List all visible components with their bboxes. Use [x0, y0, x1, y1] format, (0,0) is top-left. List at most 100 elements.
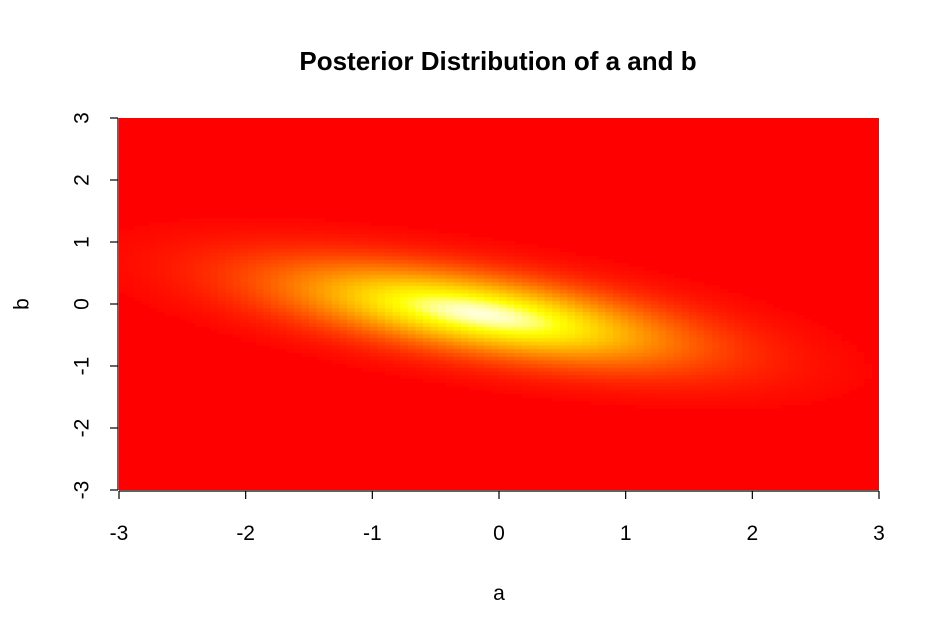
- heatmap-cell: [179, 270, 188, 275]
- heatmap-cell: [787, 318, 796, 324]
- heatmap-cell: [803, 370, 812, 376]
- heatmap-cell: [559, 378, 568, 383]
- heatmap-cell: [575, 326, 584, 331]
- heatmap-cell: [126, 277, 135, 283]
- heatmap-cell: [362, 285, 371, 290]
- heatmap-cell: [643, 404, 652, 409]
- heatmap-cell: [818, 352, 827, 357]
- heatmap-cell: [248, 281, 257, 286]
- heatmap-cell: [742, 367, 751, 372]
- heatmap-cell: [666, 404, 675, 409]
- heatmap-cell: [293, 300, 302, 305]
- heatmap-cell: [719, 311, 728, 316]
- heatmap-cell: [309, 307, 318, 313]
- heatmap-cell: [483, 374, 492, 379]
- heatmap-cell: [293, 304, 302, 309]
- heatmap-cell: [567, 300, 576, 305]
- heatmap-cell: [468, 385, 477, 391]
- heatmap-cell: [719, 393, 728, 398]
- heatmap-cell: [392, 322, 401, 327]
- heatmap-cell: [369, 240, 378, 246]
- heatmap-cell: [278, 222, 287, 227]
- heatmap-cell: [559, 348, 568, 353]
- heatmap-cell: [392, 281, 401, 286]
- heatmap-cell: [719, 378, 728, 383]
- heatmap-cell: [582, 292, 591, 298]
- heatmap-cell: [483, 274, 492, 279]
- heatmap-cell: [734, 292, 743, 298]
- heatmap-cell: [635, 348, 644, 353]
- heatmap-cell: [727, 393, 736, 398]
- heatmap-cell: [506, 277, 515, 283]
- heatmap-cell: [514, 304, 523, 309]
- heatmap-cell: [597, 270, 606, 275]
- heatmap-cell: [529, 259, 538, 264]
- heatmap-cell: [324, 255, 333, 260]
- heatmap-cell: [552, 318, 561, 324]
- heatmap-cell: [521, 266, 530, 272]
- heatmap-cell: [696, 400, 705, 406]
- heatmap-cell: [392, 326, 401, 331]
- heatmap-cell: [293, 318, 302, 324]
- heatmap-cell: [362, 259, 371, 264]
- heatmap-cell: [689, 400, 698, 406]
- heatmap-cell: [620, 330, 629, 335]
- heatmap-cell: [225, 222, 234, 227]
- heatmap-cell: [628, 337, 637, 342]
- heatmap-cell: [195, 281, 204, 286]
- heatmap-cell: [400, 251, 409, 257]
- heatmap-cell: [711, 337, 720, 342]
- heatmap-cell: [818, 337, 827, 342]
- heatmap-cell: [833, 374, 842, 379]
- heatmap-cell: [407, 233, 416, 238]
- heatmap-cell: [468, 300, 477, 305]
- heatmap-cell: [696, 374, 705, 379]
- heatmap-cell: [537, 389, 546, 394]
- heatmap-cell: [787, 363, 796, 368]
- heatmap-cell: [430, 248, 439, 253]
- heatmap-cell: [666, 367, 675, 372]
- heatmap-cell: [597, 397, 606, 402]
- heatmap-cell: [217, 248, 226, 253]
- heatmap-cell: [240, 270, 249, 275]
- x-axis-label: a: [493, 582, 505, 605]
- heatmap-cell: [430, 363, 439, 368]
- heatmap-cell: [400, 311, 409, 316]
- heatmap-cell: [347, 311, 356, 316]
- heatmap-cell: [255, 318, 264, 324]
- heatmap-cell: [339, 274, 348, 279]
- heatmap-cell: [461, 300, 470, 305]
- heatmap-cell: [187, 229, 196, 234]
- heatmap-cell: [377, 318, 386, 324]
- heatmap-cell: [126, 266, 135, 272]
- heatmap-cell: [263, 333, 272, 339]
- heatmap-cell: [499, 352, 508, 357]
- heatmap-cell: [248, 304, 257, 309]
- heatmap-cell: [590, 326, 599, 331]
- heatmap-cell: [483, 370, 492, 376]
- heatmap-cell: [757, 374, 766, 379]
- heatmap-cell: [392, 318, 401, 324]
- heatmap-cell: [765, 367, 774, 372]
- heatmap-cell: [651, 393, 660, 398]
- heatmap-cell: [749, 330, 758, 335]
- heatmap-cell: [210, 225, 219, 231]
- heatmap-cell: [271, 307, 280, 313]
- heatmap-cell: [818, 397, 827, 402]
- heatmap-cell: [423, 285, 432, 290]
- heatmap-cell: [271, 255, 280, 260]
- heatmap-cell: [309, 237, 318, 242]
- heatmap-cell: [187, 300, 196, 305]
- heatmap-cell: [795, 389, 804, 394]
- heatmap-cell: [453, 378, 462, 383]
- heatmap-cell: [392, 233, 401, 238]
- heatmap-cell: [430, 315, 439, 320]
- heatmap-cell: [179, 218, 188, 223]
- heatmap-cell: [765, 344, 774, 350]
- heatmap-cell: [537, 251, 546, 257]
- heatmap-cell: [658, 341, 667, 346]
- heatmap-cell: [529, 337, 538, 342]
- heatmap-cell: [711, 382, 720, 387]
- heatmap-cell: [316, 307, 325, 313]
- heatmap-cell: [423, 251, 432, 257]
